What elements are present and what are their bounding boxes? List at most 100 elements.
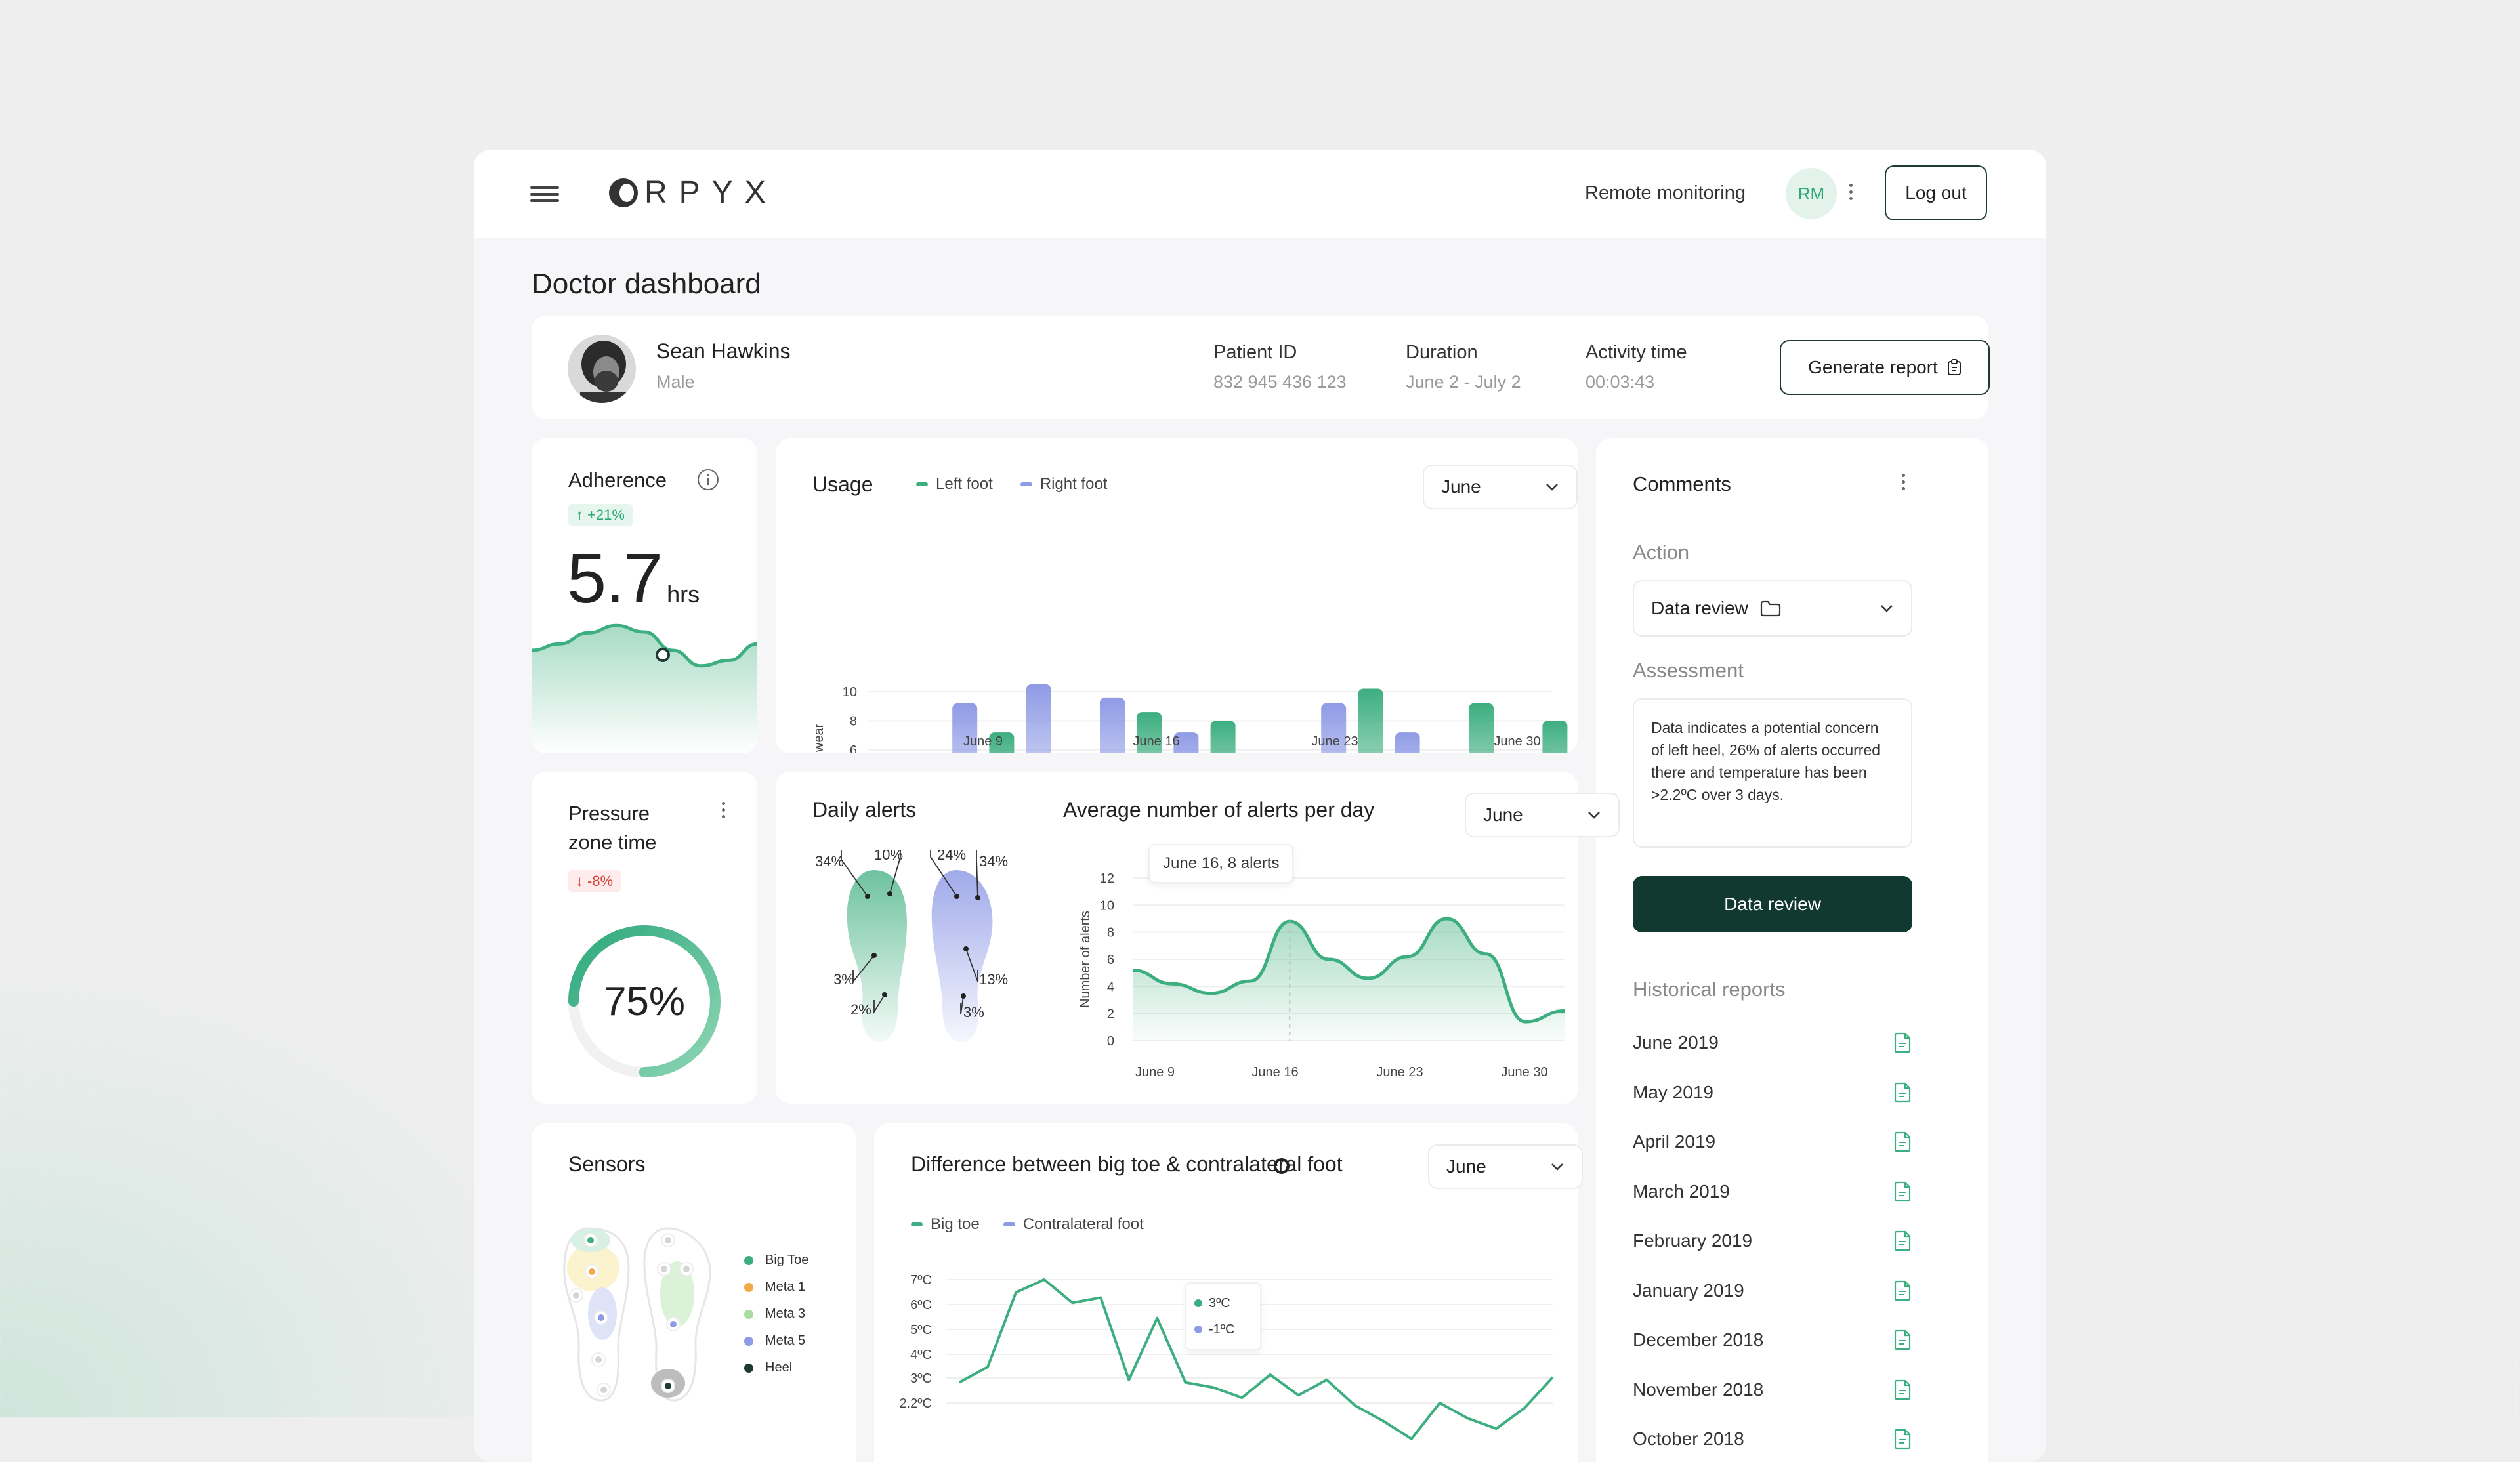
historical-report-item[interactable]: April 2019 [1633, 1125, 1912, 1158]
pressure-card: Pressure zone time ↓ -8% 75% [532, 772, 757, 1104]
sensor-dot-meta1 [589, 1268, 595, 1275]
logo-text: RPYX [644, 175, 778, 210]
usage-bar-left [1358, 688, 1383, 753]
info-icon[interactable] [697, 469, 719, 491]
usage-bar-left [989, 732, 1015, 753]
patient-card: Sean Hawkins Male Patient ID 832 945 436… [532, 316, 1990, 419]
generate-report-button[interactable]: Generate report [1780, 340, 1990, 395]
report-file-icon[interactable] [1893, 1180, 1912, 1203]
patient-gender: Male [656, 372, 695, 392]
legend-big-toe: Big toe [911, 1215, 980, 1234]
usage-bar-left [1137, 712, 1162, 753]
alerts-ylabel: Number of alerts [1078, 911, 1093, 1008]
data-review-submit-button[interactable]: Data review [1633, 876, 1912, 932]
usage-xtick: June 30 [1494, 734, 1540, 749]
adherence-unit: hrs [667, 581, 700, 608]
usage-ylabel: Hours of wear [812, 723, 826, 753]
difference-tooltip: 3ºC -1ºC [1185, 1282, 1261, 1350]
comments-title: Comments [1633, 472, 1731, 495]
alerts-month-value: June [1483, 804, 1523, 825]
report-file-icon[interactable] [1893, 1280, 1912, 1302]
sensor-legend-item: Meta 3 [744, 1301, 808, 1327]
historical-report-item[interactable]: March 2019 [1633, 1175, 1912, 1208]
usage-bar-right [1026, 684, 1051, 753]
patient-id-label: Patient ID [1213, 342, 1297, 363]
usage-title: Usage [812, 472, 873, 496]
usage-legend: Left foot Right foot [916, 475, 1107, 493]
report-file-icon[interactable] [1893, 1379, 1912, 1401]
logout-button[interactable]: Log out [1885, 165, 1987, 220]
usage-bar-right [1321, 703, 1347, 753]
report-file-icon[interactable] [1893, 1329, 1912, 1351]
action-select[interactable]: Data review [1633, 580, 1912, 637]
diff-big-toe-line [959, 1278, 1554, 1440]
alert-percent-label: 3% [833, 971, 854, 988]
remote-monitoring-link[interactable]: Remote monitoring [1585, 182, 1746, 203]
user-avatar[interactable]: RM [1786, 168, 1837, 219]
alerts-ytick: 8 [1107, 926, 1114, 940]
diff-ytick: 5ºC [910, 1323, 932, 1337]
legend-big-toe-label: Big toe [931, 1215, 980, 1233]
page-title: Doctor dashboard [532, 268, 761, 300]
alerts-card: Daily alerts 34% 10% 3% 2% 24% 34% 13% 3% Avera… [776, 772, 1620, 1104]
historical-report-item[interactable]: February 2019 [1633, 1224, 1912, 1257]
alerts-ytick: 0 [1107, 1034, 1114, 1049]
usage-bar-left [1542, 721, 1568, 753]
historical-report-item[interactable]: June 2019 [1633, 1026, 1912, 1059]
historical-report-item[interactable]: January 2019 [1633, 1274, 1912, 1307]
alerts-month-select[interactable]: June [1465, 793, 1620, 837]
alert-percent-label: 2% [850, 1001, 872, 1018]
alerts-ytick: 2 [1107, 1007, 1114, 1022]
difference-month-value: June [1446, 1156, 1486, 1177]
report-file-icon[interactable] [1893, 1428, 1912, 1450]
alert-point [954, 894, 959, 899]
usage-month-select[interactable]: June [1423, 465, 1578, 509]
report-file-icon[interactable] [1893, 1131, 1912, 1153]
menu-icon[interactable] [530, 182, 560, 206]
sensor-dot-idle [661, 1266, 667, 1272]
sensor-dot-meta5 [598, 1314, 604, 1321]
action-label: Action [1633, 541, 1690, 564]
report-file-icon[interactable] [1893, 1230, 1912, 1252]
sensors-title: Sensors [568, 1152, 646, 1176]
pressure-ring-fill [568, 925, 721, 1077]
adherence-title: Adherence [568, 469, 667, 491]
adherence-sparkline [532, 623, 757, 753]
duration-value: June 2 - July 2 [1406, 372, 1521, 392]
diff-ytick: 3ºC [910, 1371, 932, 1386]
sensor-legend-dot [744, 1309, 753, 1319]
alerts-xtick: June 16 [1251, 1065, 1298, 1079]
alert-point [882, 992, 887, 997]
usage-card: Usage Left foot Right foot June 0246810H… [776, 438, 1578, 753]
user-more-icon[interactable] [1849, 184, 1853, 203]
alert-leader-line [965, 948, 978, 982]
difference-chart: 2.2ºC 3ºC 4ºC 5ºC 6ºC 7ºC [899, 1273, 1554, 1440]
diff-ytick: 6ºC [910, 1298, 932, 1312]
usage-bar-right [1395, 732, 1420, 753]
historical-reports-label: Historical reports [1633, 978, 1786, 1001]
historical-report-item[interactable]: October 2018 [1633, 1423, 1912, 1455]
alerts-xtick: June 9 [1135, 1065, 1175, 1079]
usage-bar-left [1210, 721, 1236, 753]
historical-report-item[interactable]: November 2018 [1633, 1373, 1912, 1406]
difference-month-select[interactable]: June [1428, 1144, 1583, 1189]
alert-point [961, 993, 966, 999]
right-foot-shape [931, 870, 993, 1043]
comments-more-icon[interactable] [1902, 474, 1906, 493]
legend-big-toe-swatch [911, 1222, 923, 1226]
sensor-legend-dot [744, 1255, 753, 1265]
sensor-dot-idle [573, 1292, 579, 1299]
historical-report-item[interactable]: May 2019 [1633, 1076, 1912, 1109]
pressure-more-icon[interactable] [722, 802, 726, 822]
alert-leader-line [976, 850, 978, 898]
historical-report-item[interactable]: December 2018 [1633, 1324, 1912, 1356]
usage-xtick: June 23 [1311, 734, 1358, 749]
folder-icon [1760, 600, 1780, 617]
tooltip-value-a: 3ºC [1209, 1296, 1230, 1310]
report-file-icon[interactable] [1893, 1032, 1912, 1054]
sensor-legend-dot [744, 1282, 753, 1292]
assessment-text[interactable]: Data indicates a potential concern of le… [1633, 698, 1912, 848]
alerts-ytick: 10 [1100, 898, 1114, 913]
report-file-icon[interactable] [1893, 1081, 1912, 1104]
